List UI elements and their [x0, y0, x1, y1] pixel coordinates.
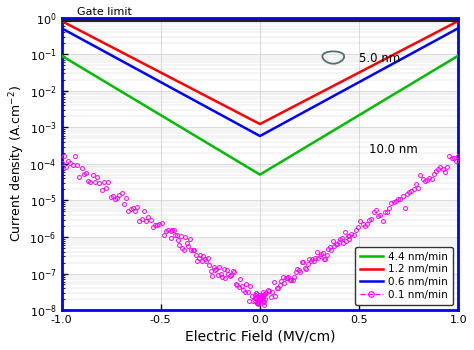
Line: 0.1 nm/min: 0.1 nm/min	[60, 154, 260, 304]
1.2 nm/min	[228, 107, 234, 111]
1.2 nm/min	[456, 19, 461, 23]
0.1 nm/min	[63, 165, 69, 169]
0.1 nm/min	[130, 206, 136, 210]
0.6 nm/min	[405, 54, 410, 58]
1.2 nm/min	[128, 55, 133, 59]
4.4 nm/min	[448, 58, 454, 62]
Line: 1.2 nm/min: 1.2 nm/min	[62, 21, 458, 124]
1.2 nm/min	[405, 45, 410, 49]
0.1 nm/min	[181, 247, 187, 252]
0.6 nm/min	[448, 30, 454, 35]
1.2 nm/min	[104, 42, 109, 47]
4.4 nm/min	[405, 84, 410, 88]
0.6 nm/min	[456, 26, 461, 30]
0.1 nm/min	[59, 161, 64, 165]
0.1 nm/min	[177, 243, 182, 247]
0.6 nm/min	[257, 134, 263, 138]
4.4 nm/min	[211, 145, 217, 149]
1.2 nm/min	[59, 19, 64, 23]
0.1 nm/min	[72, 154, 78, 158]
0.6 nm/min	[211, 109, 217, 113]
1.2 nm/min	[448, 23, 454, 27]
0.1 nm/min	[208, 269, 213, 273]
Text: 10.0 nm: 10.0 nm	[369, 143, 418, 156]
4.4 nm/min	[128, 95, 133, 99]
0.6 nm/min	[59, 26, 64, 30]
0.6 nm/min	[228, 118, 234, 122]
1.2 nm/min	[211, 98, 217, 102]
4.4 nm/min	[104, 81, 109, 85]
Line: 4.4 nm/min: 4.4 nm/min	[62, 56, 458, 175]
Y-axis label: Current density (A.cm$^{-2}$): Current density (A.cm$^{-2}$)	[7, 85, 27, 242]
0.6 nm/min	[128, 63, 133, 68]
Legend: 4.4 nm/min, 1.2 nm/min, 0.6 nm/min, 0.1 nm/min: 4.4 nm/min, 1.2 nm/min, 0.6 nm/min, 0.1 …	[355, 247, 453, 305]
0.1 nm/min	[255, 300, 261, 304]
4.4 nm/min	[456, 54, 461, 58]
0.6 nm/min	[104, 51, 109, 55]
0.1 nm/min	[74, 163, 80, 167]
4.4 nm/min	[228, 155, 234, 159]
1.2 nm/min	[257, 122, 263, 126]
4.4 nm/min	[257, 173, 263, 177]
Line: 0.6 nm/min: 0.6 nm/min	[62, 28, 458, 136]
4.4 nm/min	[59, 54, 64, 58]
Text: Gate limit: Gate limit	[77, 7, 132, 17]
Text: 5.0 nm: 5.0 nm	[359, 52, 401, 65]
X-axis label: Electric Field (MV/cm): Electric Field (MV/cm)	[185, 329, 335, 343]
